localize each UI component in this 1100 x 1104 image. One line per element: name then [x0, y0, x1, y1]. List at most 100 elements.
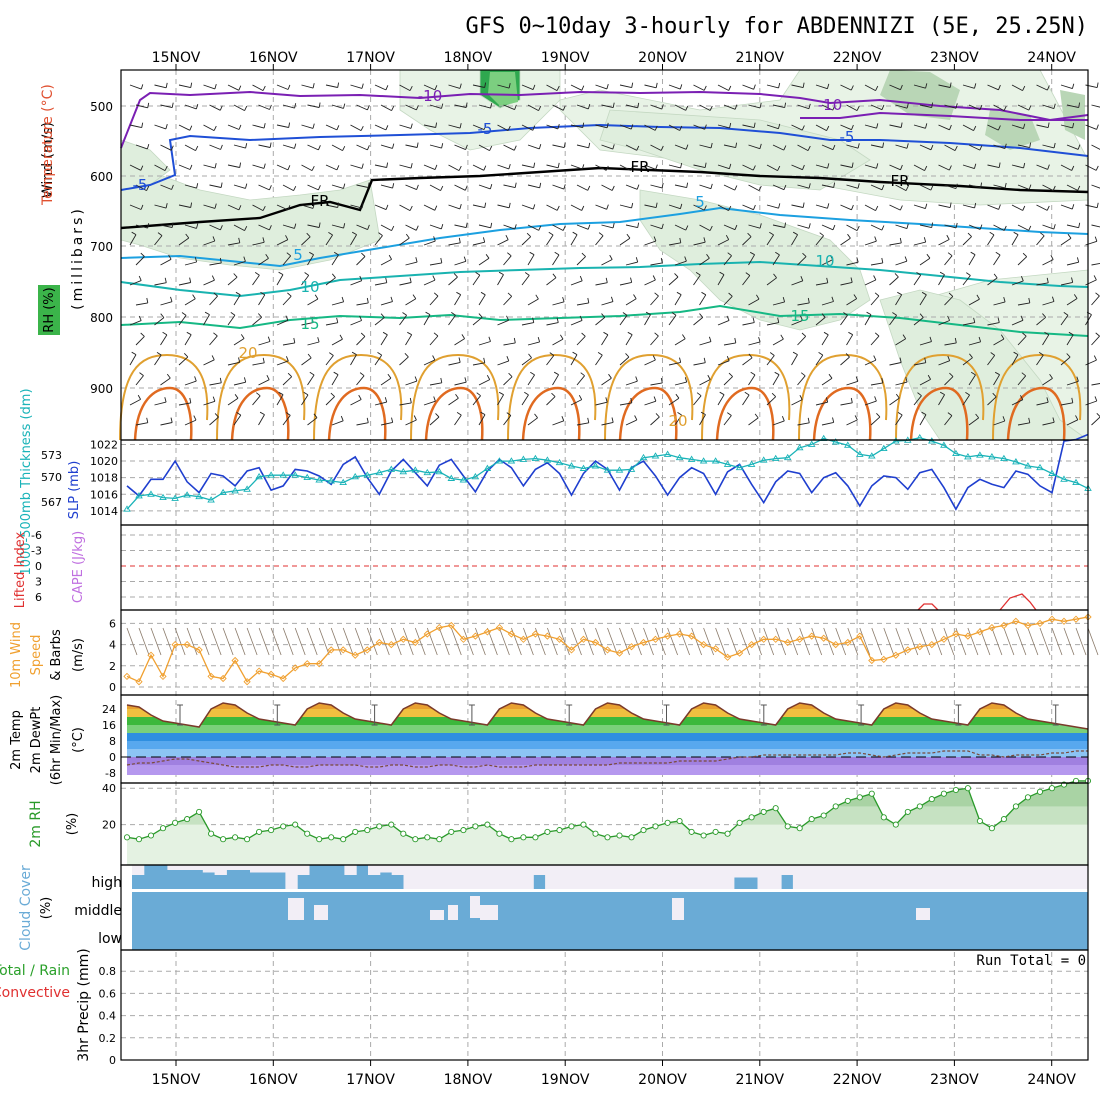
wind-barb-flag: [268, 337, 270, 342]
cloud-high-gap: [179, 865, 191, 870]
wind-barb-flag: [729, 86, 731, 91]
wind-barb-flag: [711, 184, 712, 189]
wind-barb: [547, 278, 557, 285]
wind-barb-flag: [244, 377, 245, 382]
wind-barb: [455, 415, 462, 425]
contour-label: -5: [478, 120, 493, 138]
wind-barb-flag: [195, 376, 197, 381]
wind-barb-flag: [352, 352, 356, 354]
wind-barb: [890, 277, 899, 285]
wind-barb-flag: [367, 298, 368, 303]
cloud-high-gap: [1017, 865, 1029, 890]
wind-barb: [308, 418, 318, 425]
wind-barb: [596, 317, 605, 325]
wind-barb: [920, 258, 930, 265]
wind-barb: [577, 257, 586, 265]
temp-label-1: 2m Temp: [9, 710, 24, 770]
wind-barb-flag: [654, 397, 656, 402]
wind-barb: [822, 378, 832, 385]
wind-barb-flag: [294, 338, 295, 343]
rh-point: [329, 835, 334, 840]
wind-barb: [528, 299, 538, 305]
wind-barb: [1061, 205, 1072, 209]
temp-label-2: 2m DewPt: [29, 707, 44, 774]
wind-barb: [302, 165, 313, 171]
wind-barb-flag: [392, 226, 394, 231]
wind10-label-1: 10m Wind: [9, 622, 24, 688]
wind-barb-flag: [246, 143, 247, 148]
wind-barb: [473, 205, 485, 208]
wind10-barb: [523, 628, 533, 655]
wind-barb: [479, 295, 485, 305]
wind-barb-flag: [426, 312, 430, 314]
rh-point: [124, 835, 129, 840]
rh-point: [509, 837, 514, 842]
wind-barb: [351, 85, 363, 88]
wind10-tick: 6: [109, 617, 116, 630]
wind10-barb: [800, 628, 810, 655]
wind-barb: [1012, 205, 1023, 211]
wind-barb: [326, 356, 333, 366]
date-label-bottom: 15NOV: [152, 1072, 201, 1088]
wind-barb-flag: [405, 353, 409, 357]
wind-barb: [136, 303, 148, 305]
wind-barb-flag: [184, 353, 188, 357]
wind-barb: [351, 281, 362, 285]
wind-barb-flag: [434, 293, 438, 296]
wind-barb: [724, 377, 733, 385]
wind-barb-flag: [925, 204, 926, 209]
wind-barb-flag: [882, 226, 884, 231]
wind-barb-flag: [680, 84, 682, 89]
wind10-barb: [740, 628, 750, 655]
wind-barb-flag: [755, 414, 758, 418]
wind10-barb: [812, 628, 822, 655]
wind-barb-flag: [851, 398, 852, 403]
wind-barb-flag: [535, 414, 538, 418]
wind-barb-flag: [147, 144, 148, 149]
wind-barb: [259, 145, 271, 148]
wind-barb: [1012, 235, 1018, 245]
wind10-barb: [211, 628, 221, 655]
wind-barb-flag: [190, 165, 192, 170]
cloud-high-gap: [769, 865, 781, 890]
wind-barb-flag: [410, 206, 412, 211]
wind-barb-flag: [279, 272, 283, 274]
wind10-barb: [151, 628, 161, 655]
wind-barb-flag: [653, 276, 655, 281]
wind-barb: [577, 225, 588, 229]
wind-barb-flag: [1097, 125, 1099, 130]
cloud-middle-gap: [480, 905, 498, 920]
cloud-high-gap: [899, 865, 911, 890]
wind-barb-flag: [582, 333, 586, 336]
wind-barb: [424, 241, 435, 245]
cloud-high-gap: [758, 865, 770, 890]
wind-barb-flag: [677, 292, 681, 294]
wind-barb-flag: [530, 372, 534, 375]
slp-tick: 1014: [90, 505, 118, 518]
date-label-bottom: 21NOV: [735, 1072, 784, 1088]
wind-barb: [179, 283, 191, 286]
wind-barb: [522, 165, 534, 168]
wind-barb: [449, 205, 460, 209]
wind-barb: [743, 395, 750, 405]
rh-point: [293, 822, 298, 827]
wind-barb: [724, 185, 735, 190]
wind-barb: [504, 145, 515, 150]
wind-barb-flag: [656, 413, 659, 417]
wind-barb: [357, 423, 369, 425]
wind-barb: [694, 363, 706, 365]
wind10-barb: [439, 628, 449, 655]
wind-barb-flag: [459, 166, 461, 171]
wind-barb-flag: [1054, 224, 1056, 229]
wind10-barb: [704, 628, 714, 655]
rh-point: [185, 817, 190, 822]
wind-barb-flag: [166, 124, 167, 129]
temp-band: [121, 741, 1088, 749]
wind-barb: [553, 375, 559, 385]
cloud-middle-gap: [916, 908, 930, 920]
cloud-high-gap: [250, 865, 262, 873]
pressure-tick: 900: [90, 382, 113, 396]
rh-point: [893, 822, 898, 827]
wind-barb-flag: [142, 123, 143, 128]
wind-barb-flag: [775, 372, 779, 374]
